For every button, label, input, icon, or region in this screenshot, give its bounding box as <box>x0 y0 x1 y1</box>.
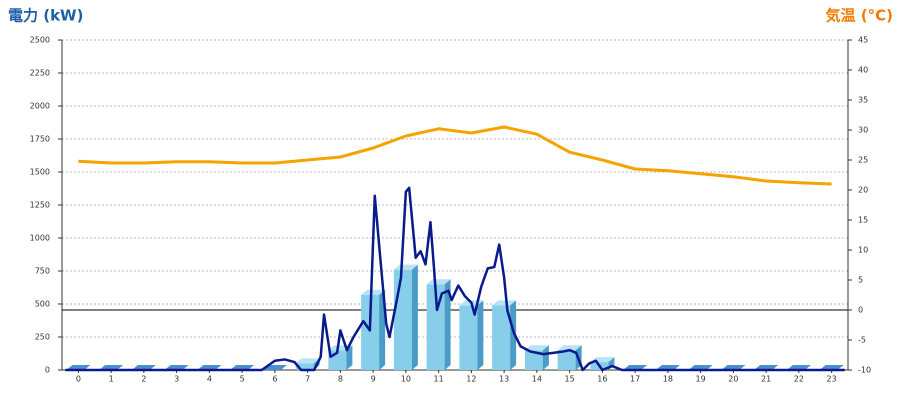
x-tick-label: 9 <box>371 375 376 384</box>
y-tick-label: 0 <box>45 366 50 375</box>
bar-top <box>361 289 386 295</box>
bar-front <box>557 350 576 370</box>
bar-front <box>361 294 380 370</box>
power-line <box>65 186 845 372</box>
y2-tick-label: 40 <box>858 66 868 75</box>
bar-side <box>510 300 517 370</box>
y-tick-label: 1750 <box>30 135 50 144</box>
bar-side <box>346 345 353 370</box>
y2-tick-label: 30 <box>858 126 868 135</box>
x-tick-label: 20 <box>728 375 738 384</box>
x-tick-label: 23 <box>827 375 837 384</box>
bar-front <box>426 284 445 370</box>
bar-front <box>393 269 412 370</box>
bar-side <box>477 300 484 370</box>
bar-top <box>393 264 418 270</box>
x-tick-label: 6 <box>272 375 277 384</box>
bar <box>426 279 451 370</box>
y2-tick-label: -5 <box>858 336 866 345</box>
y2-tick-label: 20 <box>858 186 868 195</box>
x-tick-label: 16 <box>597 375 607 384</box>
x-tick-label: 18 <box>663 375 673 384</box>
x-tick-label: 1 <box>109 375 114 384</box>
y2-tick-label: 45 <box>858 36 868 45</box>
y2-tick-label: 15 <box>858 216 868 225</box>
x-tick-label: 0 <box>76 375 81 384</box>
bar-top <box>524 345 549 351</box>
y2-tick-label: 35 <box>858 96 868 105</box>
x-tick-label: 3 <box>174 375 179 384</box>
x-tick-label: 4 <box>207 375 212 384</box>
x-tick-label: 12 <box>466 375 476 384</box>
bar-front <box>295 363 314 370</box>
bar-side <box>444 279 451 370</box>
bar-front <box>524 350 543 370</box>
y-tick-label: 500 <box>35 300 50 309</box>
bar <box>361 289 386 370</box>
x-tick-label: 8 <box>338 375 343 384</box>
bar-top <box>557 345 582 351</box>
x-tick-label: 21 <box>761 375 771 384</box>
x-tick-label: 2 <box>141 375 146 384</box>
y-tick-label: 750 <box>35 267 50 276</box>
bar-front <box>492 305 511 370</box>
bar <box>393 264 418 370</box>
bar-top <box>492 300 517 306</box>
x-tick-label: 11 <box>434 375 444 384</box>
y2-tick-label: -10 <box>858 366 871 375</box>
y-tick-label: 1500 <box>30 168 50 177</box>
y2-tick-label: 5 <box>858 276 863 285</box>
y2-tick-label: 10 <box>858 246 868 255</box>
x-tick-label: 5 <box>240 375 245 384</box>
bar <box>459 300 484 370</box>
y-tick-label: 1000 <box>30 234 50 243</box>
x-tick-label: 17 <box>630 375 640 384</box>
bar <box>557 345 582 370</box>
y-axis-title: 電力 (kW) <box>8 7 83 25</box>
x-tick-label: 13 <box>499 375 509 384</box>
y-tick-label: 2000 <box>30 102 50 111</box>
bar-side <box>411 264 418 370</box>
bar-side <box>379 289 386 370</box>
y2-axis-title: 気温 (°C) <box>826 7 893 25</box>
y2-tick-label: 25 <box>858 156 868 165</box>
x-tick-label: 14 <box>532 375 542 384</box>
y-tick-label: 250 <box>35 333 50 342</box>
x-tick-label: 22 <box>794 375 804 384</box>
x-tick-label: 10 <box>401 375 411 384</box>
x-tick-label: 19 <box>696 375 706 384</box>
bar-side <box>542 345 549 370</box>
bar-top <box>295 358 320 364</box>
bar <box>524 345 549 370</box>
temperature-line <box>78 125 832 186</box>
y-tick-label: 2250 <box>30 69 50 78</box>
y-tick-label: 2500 <box>30 36 50 45</box>
y-tick-label: 1250 <box>30 201 50 210</box>
bar-top <box>426 279 451 285</box>
bar-front <box>459 305 478 370</box>
x-tick-label: 15 <box>565 375 575 384</box>
x-tick-label: 7 <box>305 375 310 384</box>
bar <box>492 300 517 370</box>
y2-tick-label: 0 <box>858 306 863 315</box>
